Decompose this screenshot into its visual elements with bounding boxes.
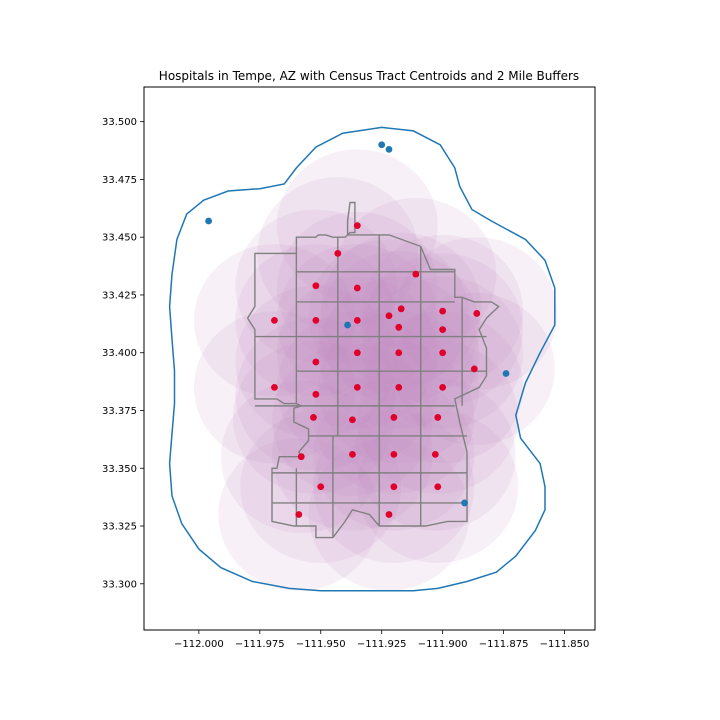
tract-centroid-point xyxy=(310,414,317,421)
tract-centroid-point xyxy=(397,305,405,313)
tract-centroid-point xyxy=(353,383,361,391)
hospital-point xyxy=(385,145,393,153)
tract-centroid-point xyxy=(390,483,398,491)
tract-centroid-point xyxy=(312,390,320,398)
tract-centroid-point xyxy=(390,450,398,458)
tract-centroid-point xyxy=(271,316,278,324)
tract-centroid-point xyxy=(412,270,420,278)
x-tick-label: −111.875 xyxy=(479,639,529,650)
tract-centroid-point xyxy=(271,383,278,391)
tract-centroid-point xyxy=(431,450,439,458)
tract-centroid-point xyxy=(434,483,442,491)
x-tick-label: −111.900 xyxy=(418,639,468,650)
y-tick-label: 33.400 xyxy=(102,348,137,359)
tract-boundary xyxy=(246,201,500,539)
hospital-point xyxy=(205,217,213,225)
x-tick-label: −111.950 xyxy=(296,639,346,650)
tract-centroid-point xyxy=(385,312,393,320)
y-tick-label: 33.325 xyxy=(102,522,137,533)
hospital-point xyxy=(378,141,386,149)
y-tick-label: 33.350 xyxy=(102,464,137,475)
tract-centroid-point xyxy=(312,316,320,324)
tract-centroid-point xyxy=(295,511,303,518)
tract-centroid-point xyxy=(395,323,403,331)
tract-centroid-point xyxy=(439,326,447,334)
tract-centroid-point xyxy=(353,316,361,324)
tract-centroid-point xyxy=(434,414,442,421)
hospital-point xyxy=(344,321,351,329)
plot-area xyxy=(168,126,558,592)
tract-centroid-point xyxy=(439,307,447,315)
tract-centroid-point xyxy=(353,284,361,292)
tract-centroid-point xyxy=(395,349,403,357)
y-tick-label: 33.300 xyxy=(102,579,137,590)
tract-centroid-point xyxy=(385,511,393,518)
tract-centroid-point xyxy=(353,349,361,357)
y-tick-label: 33.450 xyxy=(102,233,137,244)
x-tick-label: −111.850 xyxy=(540,639,590,650)
y-tick-label: 33.425 xyxy=(102,290,137,301)
hospital-point xyxy=(461,499,468,507)
tract-centroid-point xyxy=(312,282,320,290)
y-axis: 33.300 33.325 33.350 33.375 33.400 33.425 33.4… xyxy=(102,117,144,590)
tract-centroid-point xyxy=(439,349,447,357)
tract-centroid-point xyxy=(334,249,342,257)
axes-frame xyxy=(143,86,596,631)
hospital-point xyxy=(502,370,510,377)
tract-centroid-point xyxy=(395,383,403,391)
chart-title: Hospitals in Tempe, AZ with Census Tract… xyxy=(159,69,579,83)
x-tick-label: −111.975 xyxy=(235,639,285,650)
tract-centroid-point xyxy=(390,414,398,421)
tract-centroid-point xyxy=(439,383,447,391)
y-tick-label: 33.475 xyxy=(102,175,137,186)
tract-centroid-point xyxy=(349,416,356,424)
x-axis: −112.000 −111.975 −111.950 −111.925 −111.900… xyxy=(174,630,589,650)
tract-centroid-point xyxy=(297,453,305,461)
tract-centroid-point xyxy=(349,450,356,458)
tract-centroid-point xyxy=(353,222,361,230)
outer-buffer-outline xyxy=(168,126,556,592)
tract-centroid-point xyxy=(312,358,320,366)
tract-centroid-point xyxy=(473,310,481,317)
x-tick-label: −111.925 xyxy=(357,639,407,650)
y-tick-label: 33.500 xyxy=(102,117,137,128)
x-tick-label: −112.000 xyxy=(174,639,224,650)
tract-centroid-point xyxy=(317,483,325,491)
y-tick-label: 33.375 xyxy=(102,406,137,417)
tract-centroid-point xyxy=(470,365,478,373)
